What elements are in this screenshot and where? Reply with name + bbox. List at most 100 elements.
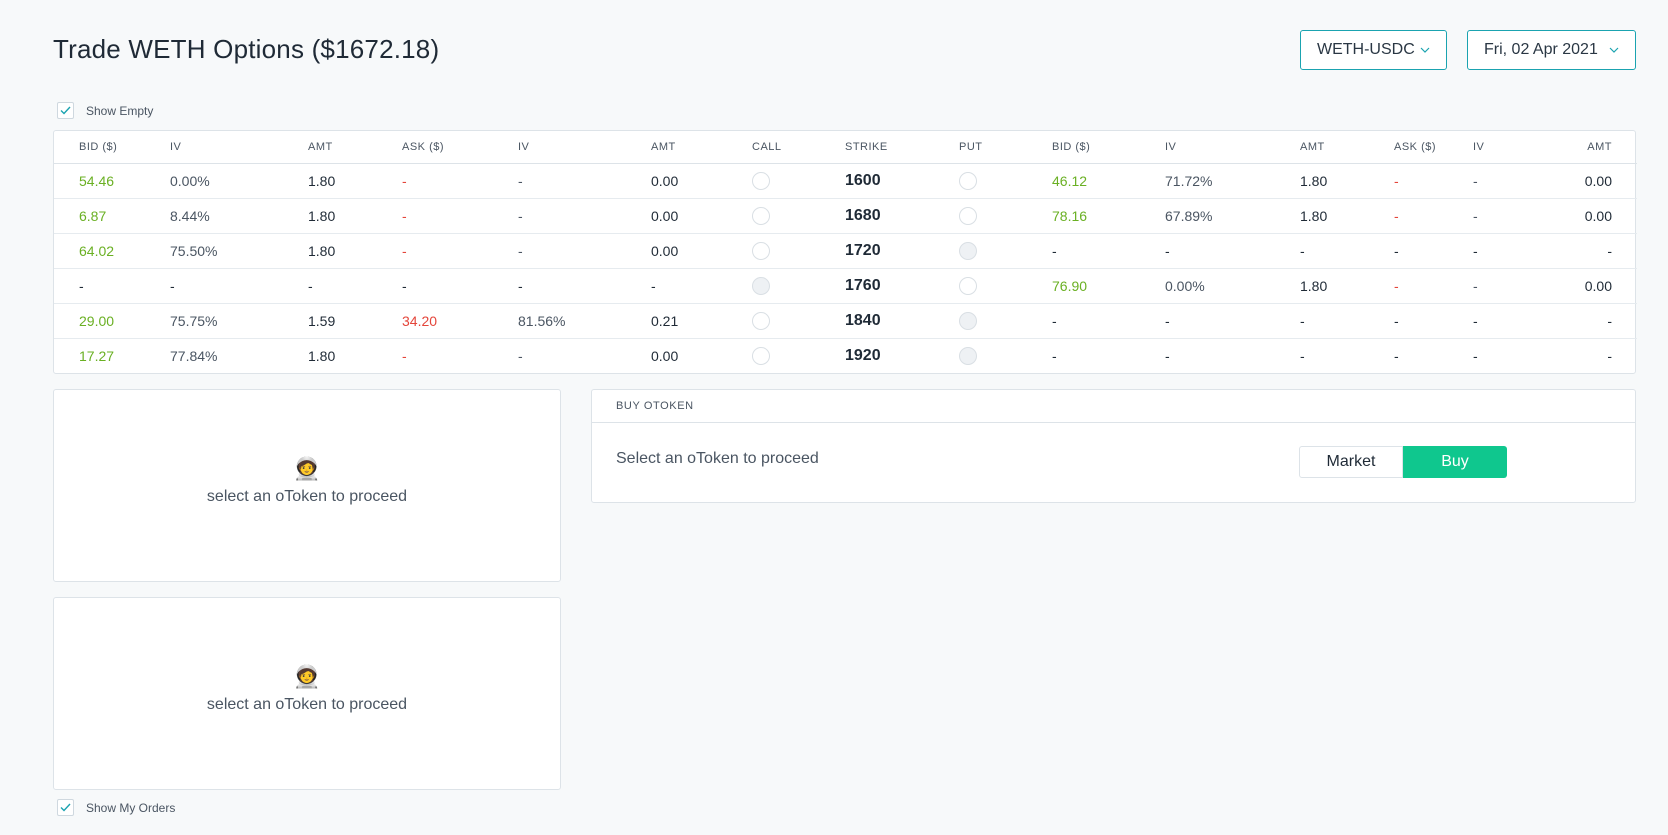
c-bid-iv-cell: 75.75%	[170, 303, 308, 339]
strike-cell: 1720	[845, 233, 959, 269]
p-ask-iv-cell: -	[1473, 233, 1568, 269]
p-ask-cell: -	[1394, 268, 1473, 304]
strike-cell: 1920	[845, 346, 881, 364]
c-bid-cell: -	[54, 268, 170, 304]
p-ask-iv-cell: -	[1473, 268, 1568, 304]
expiry-date-select[interactable]: Fri, 02 Apr 2021	[1467, 30, 1636, 70]
page-title: Trade WETH Options ($1672.18)	[53, 34, 440, 64]
column-header: PUT	[959, 131, 1052, 164]
buy-otoken-panel: BUY OTOKEN Select an oToken to proceed M…	[591, 389, 1636, 503]
c-bid-cell: 64.02	[54, 233, 170, 269]
p-bid-iv-cell: -	[1165, 347, 1170, 364]
chevron-down-icon	[1609, 47, 1619, 53]
p-ask-amt-cell: -	[1568, 233, 1637, 269]
call-select-radio[interactable]	[752, 206, 770, 225]
p-ask-cell: -	[1394, 347, 1399, 364]
strike-cell: 1760	[845, 268, 959, 304]
column-header: ASK ($)	[402, 131, 518, 164]
p-bid-amt-cell: 1.80	[1300, 163, 1394, 199]
put-radio-cell	[959, 163, 1052, 199]
put-select-radio	[959, 346, 977, 365]
table-row: 29.00 75.75% 1.59 34.20 81.56% 0.21 1840- - - - - -	[54, 303, 1637, 339]
column-header: AMT	[1568, 131, 1637, 164]
put-select-radio[interactable]	[959, 206, 977, 225]
put-select-radio	[959, 241, 977, 260]
column-header: BID ($)	[1052, 131, 1165, 164]
orderbook-panel-empty: 🧑‍🚀 select an oToken to proceed	[53, 597, 561, 790]
call-select-radio[interactable]	[752, 311, 770, 330]
call-select-radio[interactable]	[752, 346, 770, 365]
p-bid-amt-cell: -	[1300, 303, 1394, 339]
market-button[interactable]: Market	[1299, 446, 1403, 478]
column-header: AMT	[1300, 131, 1394, 164]
c-bid-amt-cell: 1.59	[308, 303, 402, 339]
p-ask-amt-cell: -	[1607, 347, 1612, 364]
p-ask-iv-cell: -	[1473, 303, 1568, 339]
show-my-orders-toggle[interactable]: Show My Orders	[57, 799, 175, 816]
c-ask-cell: -	[402, 163, 518, 199]
c-ask-iv-cell: -	[518, 347, 523, 364]
c-ask-amt-cell: 0.00	[651, 198, 752, 234]
table-row: 17.27 77.84% 1.80 - - 0.00 1920 - - - - - -	[54, 338, 1637, 373]
strike-cell: 1840	[845, 303, 959, 339]
put-radio-cell	[959, 198, 1052, 234]
p-ask-amt-cell: 0.00	[1568, 268, 1637, 304]
p-ask-amt-cell: -	[1568, 303, 1637, 339]
call-select-radio	[752, 276, 770, 295]
c-bid-amt-cell: 1.80	[308, 198, 402, 234]
check-icon	[60, 803, 71, 812]
c-bid-iv-cell: 77.84%	[170, 347, 218, 364]
empty-message: select an oToken to proceed	[206, 696, 408, 713]
table-row: - - - - - -1760 76.90 0.00% 1.80- -0.00	[54, 268, 1637, 304]
c-bid-cell: 17.27	[79, 347, 115, 364]
c-bid-iv-cell: 8.44%	[170, 198, 308, 234]
show-my-orders-label: Show My Orders	[86, 800, 176, 815]
c-ask-iv-cell: -	[518, 268, 651, 304]
p-ask-amt-cell: 0.00	[1568, 198, 1637, 234]
table-row: 64.02 75.50% 1.80- -0.00 1720- - - - - -	[54, 233, 1637, 269]
table-header-row: BID ($) IV AMT ASK ($) IV AMT CALL STRIKE PUT BID…	[54, 131, 1637, 164]
c-ask-amt-cell: 0.00	[651, 163, 752, 199]
put-select-radio[interactable]	[959, 171, 977, 190]
empty-message: select an oToken to proceed	[206, 488, 408, 505]
call-select-radio[interactable]	[752, 171, 770, 190]
put-radio-cell	[959, 338, 1052, 373]
p-bid-iv-cell: 71.72%	[1165, 163, 1300, 199]
strike-cell: 1680	[845, 198, 959, 234]
call-radio-cell	[752, 303, 845, 339]
c-ask-cell: 34.20	[402, 303, 518, 339]
strike-cell: 1600	[845, 163, 959, 199]
column-header: AMT	[651, 131, 752, 164]
show-empty-toggle[interactable]: Show Empty	[57, 102, 153, 119]
c-bid-iv-cell: -	[170, 268, 308, 304]
p-ask-cell: -	[1394, 198, 1473, 234]
p-bid-iv-cell: 0.00%	[1165, 268, 1300, 304]
call-radio-cell	[752, 268, 845, 304]
put-select-radio	[959, 311, 977, 330]
p-ask-cell: -	[1394, 303, 1473, 339]
c-ask-iv-cell: 81.56%	[518, 303, 651, 339]
buy-button[interactable]: Buy	[1403, 446, 1507, 478]
c-bid-cell: 54.46	[54, 163, 170, 199]
p-bid-amt-cell: 1.80	[1300, 198, 1394, 234]
p-bid-cell: 76.90	[1052, 268, 1165, 304]
check-icon	[60, 106, 71, 115]
pair-select[interactable]: WETH-USDC	[1300, 30, 1447, 70]
p-bid-cell: -	[1052, 303, 1165, 339]
show-empty-checkbox[interactable]	[57, 102, 74, 119]
column-header: ASK ($)	[1394, 131, 1473, 164]
column-header: IV	[1165, 131, 1300, 164]
column-header: BID ($)	[54, 131, 170, 164]
chevron-down-icon	[1420, 47, 1430, 53]
buy-panel-header: BUY OTOKEN	[592, 390, 1635, 423]
put-select-radio[interactable]	[959, 276, 977, 295]
column-header: CALL	[752, 131, 845, 164]
call-select-radio[interactable]	[752, 241, 770, 260]
p-ask-cell: -	[1394, 163, 1473, 199]
c-ask-amt-cell: 0.21	[651, 303, 752, 339]
show-my-orders-checkbox[interactable]	[57, 799, 74, 816]
p-bid-iv-cell: 67.89%	[1165, 198, 1300, 234]
column-header: AMT	[308, 131, 402, 164]
c-bid-cell: 6.87	[54, 198, 170, 234]
p-bid-amt-cell: -	[1300, 233, 1394, 269]
